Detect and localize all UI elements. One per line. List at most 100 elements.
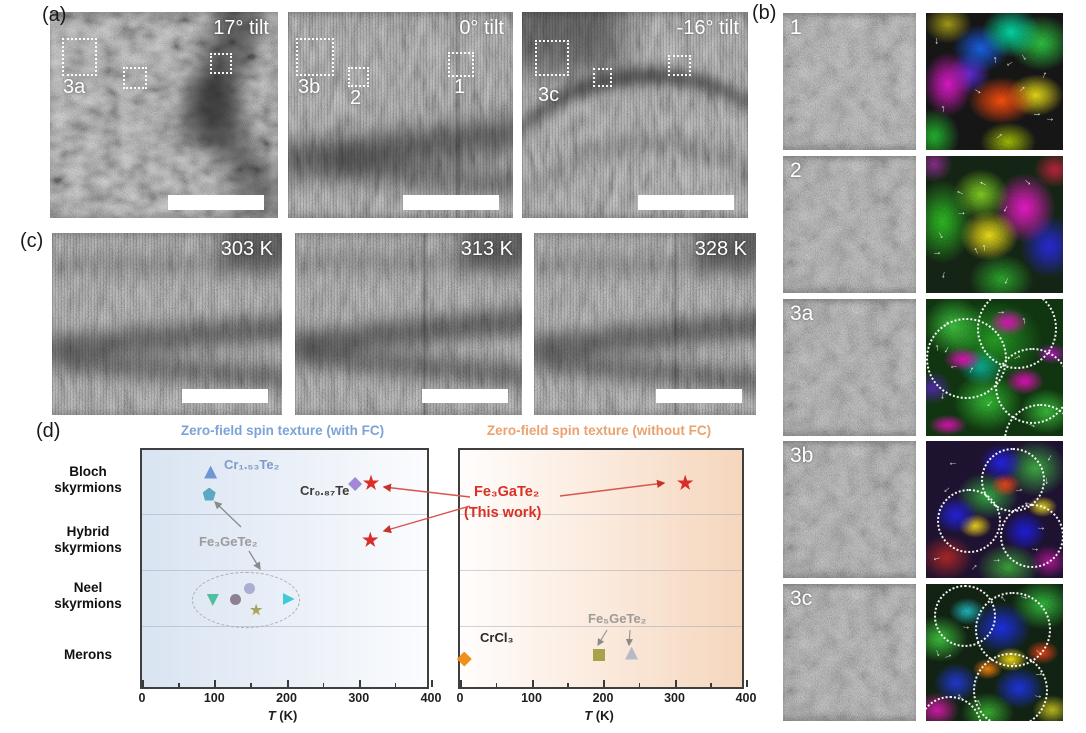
underfocus-image-1: 1 xyxy=(783,13,916,150)
material-annotation: CrCl₃ xyxy=(480,630,514,645)
region-label: 3b xyxy=(790,444,814,467)
roi-box-2-area xyxy=(123,67,147,89)
x-tick xyxy=(358,680,361,687)
underfocus-image-2: 2 xyxy=(783,156,916,293)
x-minor-tick xyxy=(322,683,325,687)
x-axis-label-without-fc: T (K) xyxy=(458,708,740,723)
spin-direction-arrow-icon: → xyxy=(935,103,949,115)
x-tick-label: 400 xyxy=(735,691,757,705)
scale-bar xyxy=(422,389,508,403)
x-tick xyxy=(142,680,144,687)
x-minor-tick xyxy=(250,683,252,687)
scale-bar xyxy=(403,195,499,210)
data-point-neel-skyrmion-host xyxy=(244,582,256,594)
x-minor-tick xyxy=(638,683,641,687)
spin-direction-arrow-icon: → xyxy=(988,54,1001,66)
temperature-label: 303 K xyxy=(220,238,273,260)
tilt-label: 0° tilt xyxy=(459,17,504,39)
y-category-labels: Bloch skyrmions Hybrid skyrmions Neel skyr… xyxy=(40,448,136,685)
band-divider xyxy=(460,626,742,627)
band-divider xyxy=(142,626,427,627)
spin-texture-map-3c: → → → → → → → → → → → xyxy=(926,584,1063,721)
spin-texture-map-2: → → → → → → → → → → → xyxy=(926,156,1063,293)
x-tick xyxy=(674,680,677,687)
x-axis-unit: (K) xyxy=(595,708,614,723)
roi-label-2: 2 xyxy=(350,87,362,109)
panel-c-label: (c) xyxy=(20,230,44,252)
spin-direction-arrow-icon: → xyxy=(956,206,967,218)
x-tick-label: 200 xyxy=(276,691,297,705)
roi-box-3b xyxy=(296,38,334,76)
x-tick xyxy=(531,680,534,687)
band-divider xyxy=(142,570,427,571)
micrograph-c-313K: 313 K xyxy=(295,233,522,415)
plot-title-with-fc: Zero-field spin texture (with FC) xyxy=(180,423,385,438)
x-minor-tick xyxy=(178,683,180,687)
x-tick xyxy=(746,680,748,687)
scale-bar xyxy=(656,389,742,403)
data-point-fe5gete2 xyxy=(593,649,606,661)
spin-direction-arrow-icon: → xyxy=(931,246,943,259)
micrograph-a-17deg-tilt: 3a 17° tilt xyxy=(50,12,278,218)
noise-texture xyxy=(783,299,916,436)
bend-contour-line xyxy=(674,233,677,415)
noise-texture xyxy=(783,156,916,293)
x-axis-label-with-fc: T (K) xyxy=(140,708,425,723)
dark-corner-shadow xyxy=(222,233,282,267)
roi-box-3c xyxy=(535,40,569,76)
plot-title-without-fc: Zero-field spin texture (without FC) xyxy=(486,423,712,438)
noise-texture xyxy=(288,12,513,218)
plot-without-fc: Fe₃GaTe₂ (This work) CrCl₃ Fe₅GeTe₂ 0 100 200 3… xyxy=(457,448,756,705)
roi-label-3c: 3c xyxy=(538,84,560,106)
tilt-label: 17° tilt xyxy=(213,17,269,39)
scale-bar xyxy=(638,195,734,210)
noise-texture xyxy=(783,441,916,578)
x-tick-label: 100 xyxy=(203,691,225,705)
roi-label-3a: 3a xyxy=(63,76,86,98)
spin-direction-arrow-icon: → xyxy=(1044,112,1056,125)
micrograph-c-303K: 303 K xyxy=(52,233,282,415)
panel-a-label: (a) xyxy=(42,4,67,26)
data-point-neel-skyrmion-host xyxy=(229,593,241,605)
band-divider xyxy=(460,514,742,515)
tilt-label: -16° tilt xyxy=(676,17,739,39)
spin-direction-arrow-icon: → xyxy=(948,458,959,471)
roi-box-1 xyxy=(448,52,474,77)
skyrmion-circle-annotation xyxy=(972,652,1048,721)
underfocus-image-3c: 3c xyxy=(783,584,916,721)
bend-contour-line xyxy=(456,12,459,218)
x-tick xyxy=(603,680,605,687)
data-point-fe5gete2 xyxy=(625,646,639,660)
x-axis-variable: T xyxy=(584,708,593,723)
x-minor-tick xyxy=(567,683,569,687)
x-minor-tick xyxy=(394,683,397,687)
data-point-fe3gate2-this-work- xyxy=(677,474,694,490)
material-annotation: Cr₁.₅₃Te₂ xyxy=(224,457,280,472)
roi-box-1-area xyxy=(668,55,691,76)
noise-texture xyxy=(295,233,522,415)
data-point-neel-skyrmion-host xyxy=(249,603,263,616)
y-category-merons: Merons xyxy=(63,647,112,662)
x-tick-label: 200 xyxy=(592,691,614,705)
material-annotation: (This work) xyxy=(464,505,542,521)
y-category-neel: Neel skyrmions xyxy=(54,580,122,611)
spin-direction-arrow-icon: → xyxy=(977,242,990,254)
stripe-domain-texture xyxy=(288,12,513,218)
dark-arc-band-faint xyxy=(522,137,748,218)
data-point-fe3gete2 xyxy=(202,487,216,501)
y-category-hybrid: Hybrid skyrmions xyxy=(54,524,122,555)
spin-texture-map-3a: → → → → → → → → → → → xyxy=(926,299,1063,436)
band-divider xyxy=(142,514,427,515)
spin-direction-arrow-icon: → xyxy=(931,35,943,46)
roi-box-3a xyxy=(62,38,97,76)
dark-corner-shadow xyxy=(462,233,522,267)
scale-bar xyxy=(168,195,264,210)
spin-texture-map-1: → → → → → → → → → → → xyxy=(926,13,1063,150)
region-label: 1 xyxy=(790,16,802,39)
region-label: 2 xyxy=(790,159,802,182)
x-axis-unit: (K) xyxy=(279,708,298,723)
spin-direction-arrow-icon: → xyxy=(991,554,1002,566)
x-tick-label: 400 xyxy=(420,691,442,705)
scale-bar xyxy=(182,389,268,403)
